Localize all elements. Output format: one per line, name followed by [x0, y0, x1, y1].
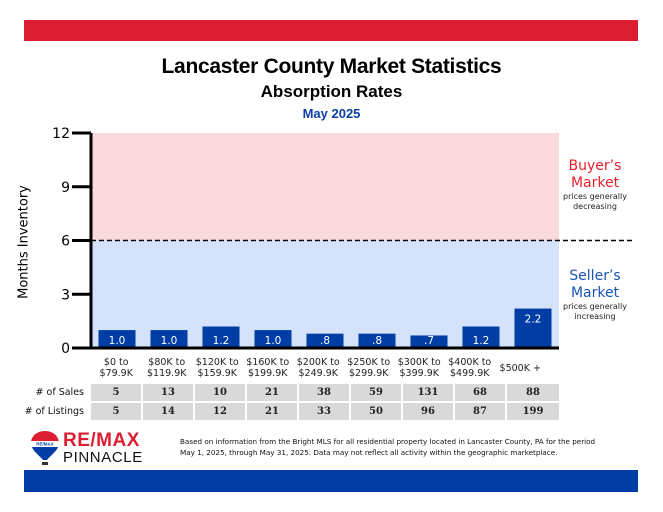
bottom-blue-band	[24, 470, 638, 492]
brand-remax: RE/MAX	[63, 430, 140, 451]
table-cell: 13	[143, 384, 193, 401]
table-cell: 10	[195, 384, 245, 401]
remax-balloon-logo-icon: RE/MAX	[31, 431, 59, 465]
report-period: May 2025	[302, 106, 361, 121]
table-cell: 96	[403, 403, 453, 420]
seller-note-line2: increasing	[574, 312, 616, 321]
buyer-note-line1: prices generally	[563, 192, 627, 201]
x-tick-label: $500K +	[499, 362, 541, 374]
table-cell: 5	[91, 384, 141, 401]
x-tick-label: $80K to $119.9K	[147, 357, 187, 379]
buyer-note-line2: decreasing	[573, 202, 617, 211]
table-cell: 14	[143, 403, 193, 420]
table-cell: 38	[299, 384, 349, 401]
bar-data-label: .8	[372, 335, 382, 347]
bar	[306, 333, 344, 348]
y-axis-label: Months Inventory	[16, 185, 32, 299]
seller-note-line1: prices generally	[563, 302, 627, 311]
x-tick-label: $200K to $249.9K	[296, 357, 340, 379]
listings-row: 5 14 12 21 33 50 96 87 199	[91, 403, 559, 420]
table-cell: 87	[455, 403, 505, 420]
x-tick-label: $160K to $199.9K	[246, 357, 290, 379]
note-line-1: Based on information from the Bright MLS…	[180, 437, 596, 446]
y-ticks-group: 0 3 6 9 12	[52, 126, 91, 357]
buyer-title-line2: Market	[570, 175, 620, 191]
bar-data-label: 1.0	[265, 335, 282, 347]
chart-subtitle: Absorption Rates	[260, 82, 403, 101]
bar	[98, 330, 136, 348]
table-cell: 33	[299, 403, 349, 420]
bar-data-label: .8	[320, 335, 330, 347]
sales-row: 5 13 10 21 38 59 131 68 88	[91, 384, 559, 401]
sales-row-label: # of Sales	[35, 387, 84, 398]
buyer-title-line1: Buyer’s	[568, 158, 622, 174]
brand-logo: RE/MAX PINNACLE	[63, 431, 143, 466]
bar-data-label: 1.2	[213, 335, 230, 347]
bar-labels-group: 1.0 1.0 1.2 1.0 .8 .8 .7 1.2 2.2	[109, 314, 542, 347]
seller-title-line2: Market	[570, 285, 620, 301]
seller-title-line1: Seller’s	[569, 268, 621, 284]
data-source-note: Based on information from the Bright MLS…	[180, 436, 650, 458]
x-tick-label: $300K to $399.9K	[397, 357, 441, 379]
y-tick-label: 3	[61, 287, 70, 303]
seller-market-annotation: Seller’s Market prices generally increas…	[540, 268, 650, 322]
bar	[254, 330, 292, 348]
bar	[410, 335, 448, 348]
bar	[514, 308, 552, 348]
table-cell: 21	[247, 403, 297, 420]
top-red-band	[24, 20, 638, 41]
note-line-2: May 1, 2025, through May 31, 2025. Data …	[180, 448, 558, 457]
bars-group	[98, 308, 552, 348]
x-tick-label: $400K to $499.9K	[448, 357, 492, 379]
bar-data-label: 1.0	[161, 335, 178, 347]
table-cell: 88	[507, 384, 559, 401]
bar	[202, 326, 240, 348]
svg-text:RE/MAX: RE/MAX	[36, 442, 54, 447]
bar-data-label: 1.2	[473, 335, 490, 347]
table-cell: 50	[351, 403, 401, 420]
x-tick-label: $120K to $159.9K	[195, 357, 239, 379]
table-cell: 12	[195, 403, 245, 420]
table-cell: 199	[507, 403, 559, 420]
buyer-market-zone	[91, 133, 559, 241]
bar	[150, 330, 188, 348]
y-tick-label: 12	[52, 126, 70, 142]
x-tick-labels: $0 to $79.9K $80K to $119.9K $120K to $159.9K…	[91, 356, 559, 380]
x-tick-label: $250K to $299.9K	[347, 357, 391, 379]
page-title: Lancaster County Market Statistics	[161, 55, 502, 78]
x-tick-label: $0 to $79.9K	[99, 357, 133, 379]
y-tick-label: 6	[61, 234, 70, 250]
bar-data-label: .7	[424, 335, 434, 347]
bar-data-label: 1.0	[109, 335, 126, 347]
y-tick-label: 0	[61, 341, 70, 357]
table-cell: 21	[247, 384, 297, 401]
brand-pinnacle: PINNACLE	[63, 449, 143, 466]
bar	[358, 333, 396, 348]
table-cell: 5	[91, 403, 141, 420]
table-cell: 68	[455, 384, 505, 401]
table-cell: 59	[351, 384, 401, 401]
table-cell: 131	[403, 384, 453, 401]
bar-data-label: 2.2	[525, 314, 542, 326]
listings-row-label: # of Listings	[24, 406, 84, 417]
bar	[462, 326, 500, 348]
y-tick-label: 9	[61, 180, 70, 196]
buyer-market-annotation: Buyer’s Market prices generally decreasi…	[540, 158, 650, 212]
